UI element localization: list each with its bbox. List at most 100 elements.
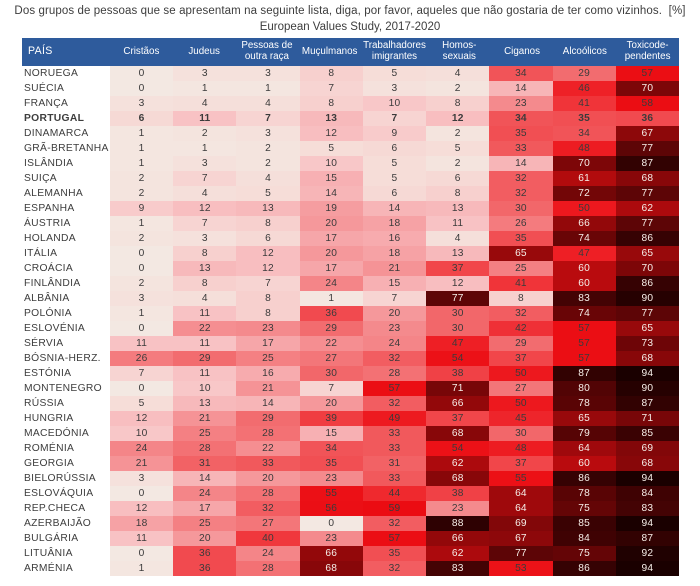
value-cell-russia-trabalhadores-imigrantes: 32 [362,396,427,411]
value-cell-lituania-ciganos: 77 [489,546,553,561]
value-cell-noruega-muculmanos: 8 [299,66,363,81]
value-cell-georgia-trabalhadores-imigrantes: 31 [362,456,427,471]
value-cell-holanda-judeus: 3 [173,231,237,246]
value-cell-hungria-judeus: 21 [173,411,237,426]
value-cell-portugal-ciganos: 34 [489,111,553,126]
value-cell-croacia-ciganos: 25 [489,261,553,276]
table-row-gra-bretanha: GRÃ-BRETANHA 1 1 2 5 6 5 33 48 77 [22,141,679,156]
table-row-italia: ITÁLIA 0 8 12 20 18 13 65 47 65 [22,246,679,261]
value-cell-franca-judeus: 4 [173,96,237,111]
column-header-ciganos: Ciganos [504,45,541,57]
country-label: FRANÇA [22,96,110,111]
value-cell-bosnia-herz-pessoas-de-outra-raca: 25 [236,351,300,366]
table-row-estonia: ESTÓNIA 7 11 16 30 28 38 50 87 94 [22,366,679,381]
value-cell-eslovaquia-pessoas-de-outra-raca: 28 [236,486,300,501]
value-cell-macedonia-ciganos: 30 [489,426,553,441]
value-cell-hungria-homos-sexuais: 37 [426,411,490,426]
value-cell-italia-trabalhadores-imigrantes: 18 [362,246,427,261]
table-row-hungria: HUNGRIA 12 21 29 39 49 37 45 65 71 [22,411,679,426]
value-cell-holanda-toxicode-pendentes: 86 [615,231,679,246]
value-cell-suica-judeus: 7 [173,171,237,186]
value-cell-austria-ciganos: 26 [489,216,553,231]
value-cell-italia-homos-sexuais: 13 [426,246,490,261]
value-cell-finlandia-trabalhadores-imigrantes: 15 [362,276,427,291]
value-cell-estonia-pessoas-de-outra-raca: 16 [236,366,300,381]
value-cell-croacia-cristaos: 0 [110,261,174,276]
value-cell-albania-toxicode-pendentes: 90 [615,291,679,306]
value-cell-romenia-pessoas-de-outra-raca: 22 [236,441,300,456]
column-header-trabalhadores-imigrantes: Trabalhadores imigrantes [363,40,426,62]
value-cell-noruega-pessoas-de-outra-raca: 3 [236,66,300,81]
column-header-alcoolicos: Alcoólicos [562,45,607,57]
value-cell-noruega-ciganos: 34 [489,66,553,81]
value-cell-islandia-alcoolicos: 70 [552,156,616,171]
value-cell-polonia-judeus: 11 [173,306,237,321]
value-cell-suecia-trabalhadores-imigrantes: 3 [362,81,427,96]
value-cell-holanda-pessoas-de-outra-raca: 6 [236,231,300,246]
value-cell-suica-ciganos: 32 [489,171,553,186]
table-row-eslovenia: ESLOVÉNIA 0 22 23 29 23 30 42 57 65 [22,321,679,336]
value-cell-holanda-ciganos: 35 [489,231,553,246]
value-cell-suecia-pessoas-de-outra-raca: 1 [236,81,300,96]
value-cell-holanda-trabalhadores-imigrantes: 16 [362,231,427,246]
value-cell-italia-muculmanos: 20 [299,246,363,261]
table-row-albania: ALBÂNIA 3 4 8 1 7 77 8 83 90 [22,291,679,306]
value-cell-estonia-ciganos: 50 [489,366,553,381]
value-cell-finlandia-ciganos: 41 [489,276,553,291]
country-label: ALEMANHA [22,186,110,201]
value-cell-bosnia-herz-homos-sexuais: 54 [426,351,490,366]
value-cell-albania-homos-sexuais: 77 [426,291,490,306]
table-row-bielorussia: BIELORÚSSIA 3 14 20 23 33 68 55 86 94 [22,471,679,486]
value-cell-espanha-alcoolicos: 50 [552,201,616,216]
value-cell-bielorussia-ciganos: 55 [489,471,553,486]
value-cell-bosnia-herz-cristaos: 26 [110,351,174,366]
value-cell-servia-homos-sexuais: 47 [426,336,490,351]
value-cell-eslovenia-homos-sexuais: 30 [426,321,490,336]
value-cell-bosnia-herz-judeus: 29 [173,351,237,366]
value-cell-holanda-muculmanos: 17 [299,231,363,246]
value-cell-bielorussia-cristaos: 3 [110,471,174,486]
value-cell-alemanha-judeus: 4 [173,186,237,201]
value-cell-franca-trabalhadores-imigrantes: 10 [362,96,427,111]
value-cell-croacia-pessoas-de-outra-raca: 12 [236,261,300,276]
table-row-portugal: PORTUGAL 6 11 7 13 7 12 34 35 36 [22,111,679,126]
value-cell-bulgaria-muculmanos: 23 [299,531,363,546]
value-cell-croacia-judeus: 13 [173,261,237,276]
table-row-polonia: POLÓNIA 1 11 8 36 20 30 32 74 77 [22,306,679,321]
country-label: AZERBAIJÃO [22,516,110,531]
value-cell-portugal-alcoolicos: 35 [552,111,616,126]
value-cell-lituania-alcoolicos: 75 [552,546,616,561]
value-cell-montenegro-cristaos: 0 [110,381,174,396]
value-cell-macedonia-pessoas-de-outra-raca: 28 [236,426,300,441]
value-cell-dinamarca-ciganos: 35 [489,126,553,141]
country-label: ISLÂNDIA [22,156,110,171]
country-label: ÁUSTRIA [22,216,110,231]
country-label: MONTENEGRO [22,381,110,396]
value-cell-gra-bretanha-ciganos: 33 [489,141,553,156]
value-cell-eslovaquia-ciganos: 64 [489,486,553,501]
value-cell-romenia-trabalhadores-imigrantes: 33 [362,441,427,456]
value-cell-eslovaquia-alcoolicos: 78 [552,486,616,501]
table-row-georgia: GEORGIA 21 31 33 35 31 62 37 60 68 [22,456,679,471]
value-cell-espanha-toxicode-pendentes: 62 [615,201,679,216]
value-cell-rep-checa-pessoas-de-outra-raca: 32 [236,501,300,516]
value-cell-portugal-judeus: 11 [173,111,237,126]
value-cell-polonia-alcoolicos: 74 [552,306,616,321]
value-cell-eslovenia-cristaos: 0 [110,321,174,336]
value-cell-suecia-toxicode-pendentes: 70 [615,81,679,96]
country-label: ESLOVÁQUIA [22,486,110,501]
country-label: RÚSSIA [22,396,110,411]
value-cell-gra-bretanha-muculmanos: 5 [299,141,363,156]
value-cell-portugal-pessoas-de-outra-raca: 7 [236,111,300,126]
value-cell-finlandia-homos-sexuais: 12 [426,276,490,291]
country-label: SUÉCIA [22,81,110,96]
value-cell-georgia-pessoas-de-outra-raca: 33 [236,456,300,471]
value-cell-espanha-ciganos: 30 [489,201,553,216]
value-cell-croacia-toxicode-pendentes: 70 [615,261,679,276]
value-cell-franca-toxicode-pendentes: 58 [615,96,679,111]
value-cell-dinamarca-pessoas-de-outra-raca: 3 [236,126,300,141]
value-cell-armenia-homos-sexuais: 83 [426,561,490,576]
value-cell-bosnia-herz-muculmanos: 27 [299,351,363,366]
value-cell-alemanha-trabalhadores-imigrantes: 6 [362,186,427,201]
value-cell-islandia-judeus: 3 [173,156,237,171]
